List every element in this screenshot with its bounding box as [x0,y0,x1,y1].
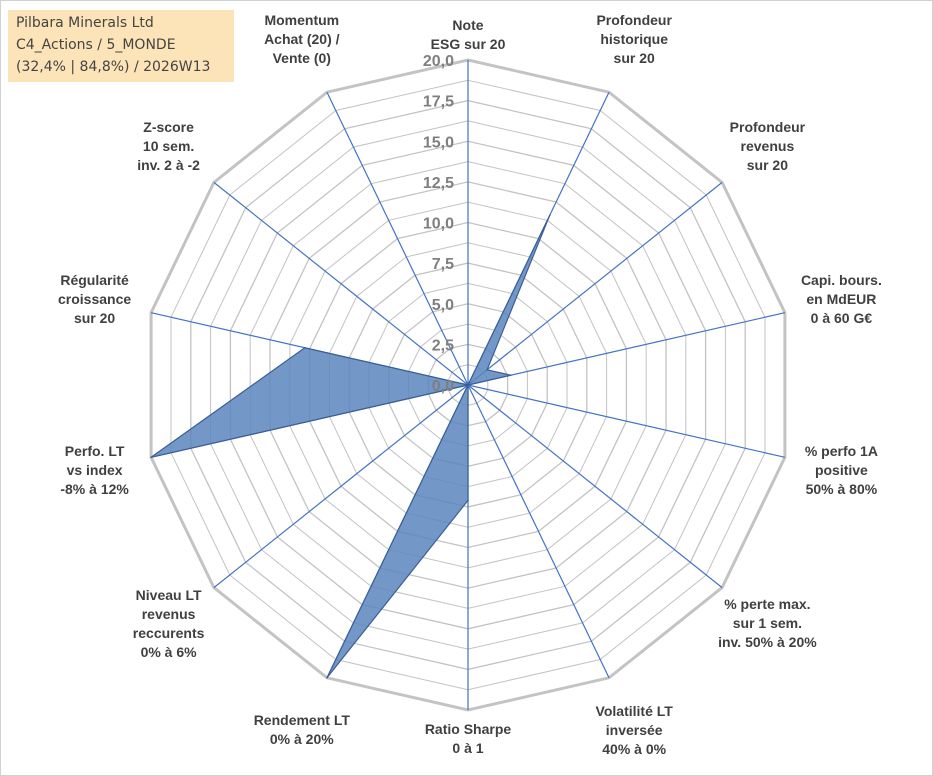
axis-label: Niveau LT revenus reccurents 0% à 6% [133,586,205,662]
axis-label-line: Achat (20) / [264,30,339,49]
axis-label-line: revenus [133,605,205,624]
axis-label-line: inversée [596,721,673,740]
axis-label-line: Capi. bours. [801,271,882,290]
axis-label-line: 0 à 1 [425,739,511,758]
axis-label: Volatilité LT inversée 40% à 0% [596,702,673,759]
axis-label: Ratio Sharpe 0 à 1 [425,720,511,758]
series-point [467,500,469,502]
axis-label: Profondeur historique sur 20 [596,11,671,68]
axis-label-line: Niveau LT [133,586,205,605]
axis-label-line: sur 20 [730,156,805,175]
axis-label-line: vs index [60,461,128,480]
axis-label-line: 0% à 6% [133,643,205,662]
axis-label-line: % perfo 1A [805,442,878,461]
axis-label-line: historique [596,30,671,49]
axis-label: % perfo 1A positive 50% à 80% [805,442,878,499]
axis-label: Profondeur revenus sur 20 [730,118,805,175]
axis-label-line: Z-score [137,118,200,137]
axis-label: Z-score 10 sem. inv. 2 à -2 [137,118,200,175]
series-point [304,347,306,349]
axis-label-line: sur 20 [596,49,671,68]
axis-label-line: ESG sur 20 [431,35,506,54]
series-point [510,374,512,376]
axis-label: % perte max. sur 1 sem. inv. 50% à 20% [718,595,817,652]
series-point [549,214,551,216]
axis-label-line: en MdEUR [801,290,882,309]
axis-label-line: inv. 50% à 20% [718,633,817,652]
category-label: C4_Actions / 5_MONDE [16,34,234,56]
company-name: Pilbara Minerals Ltd [16,12,234,34]
axis-label-line: sur 1 sem. [718,614,817,633]
series-point [150,457,152,459]
axis-label-line: revenus [730,137,805,156]
axis-label-line: Rendement LT [254,711,350,730]
axis-label-line: 50% à 80% [805,480,878,499]
axis-label-line: 0 à 60 G€ [801,309,882,328]
tick-label: 15,0 [423,134,454,151]
axis-label-line: 40% à 0% [596,740,673,759]
tick-label: 10,0 [423,216,454,233]
axis-label-line: Ratio Sharpe [425,720,511,739]
axis-label-line: Profondeur [596,11,671,30]
radar-series [150,214,550,678]
axis-label-line: Volatilité LT [596,702,673,721]
axis-label-line: Profondeur [730,118,805,137]
axis-label: Capi. bours. en MdEUR 0 à 60 G€ [801,271,882,328]
axis-label-line: croissance [58,290,131,309]
stats-label: (32,4% | 84,8%) / 2026W13 [16,56,234,78]
axis-label: Régularité croissance sur 20 [58,271,131,328]
axis-label-line: inv. 2 à -2 [137,156,200,175]
axis-label-line: sur 20 [58,309,131,328]
axis-label: Perfo. LT vs index -8% à 12% [60,442,128,499]
axis-label-line: Note [431,16,506,35]
axis-spoke [214,182,468,385]
radial-tick-labels: 0,0 2,5 5,0 7,5 10,0 12,5 15,0 17,5 20,0 [423,53,454,395]
axis-spoke [468,385,609,678]
axis-label: Rendement LT 0% à 20% [254,711,350,749]
axis-label-line: Vente (0) [264,49,339,68]
company-info-box: Pilbara Minerals Ltd C4_Actions / 5_MOND… [8,10,234,82]
axis-label-line: Momentum [264,11,339,30]
tick-label: 7,5 [432,256,454,273]
axis-label-line: % perte max. [718,595,817,614]
series-point [326,677,328,679]
tick-label: 2,5 [432,337,454,354]
tick-label: 5,0 [432,297,454,314]
series-point [467,384,469,386]
axis-label-line: Perfo. LT [60,442,128,461]
axis-label-line: 0% à 20% [254,730,350,749]
tick-label: 0,0 [432,378,454,395]
axis-label: Note ESG sur 20 [431,16,506,54]
tick-label: 17,5 [423,94,454,111]
series-area [151,215,550,678]
tick-label: 20,0 [423,53,454,70]
axis-label-line: Régularité [58,271,131,290]
axis-label-line: positive [805,461,878,480]
axis-spoke [468,182,722,385]
axis-label-line: reccurents [133,624,205,643]
axis-label-line: -8% à 12% [60,480,128,499]
axis-spoke [468,385,722,588]
axis-label-line: 10 sem. [137,137,200,156]
series-point [486,369,488,371]
tick-label: 12,5 [423,175,454,192]
axis-label: Momentum Achat (20) / Vente (0) [264,11,339,68]
